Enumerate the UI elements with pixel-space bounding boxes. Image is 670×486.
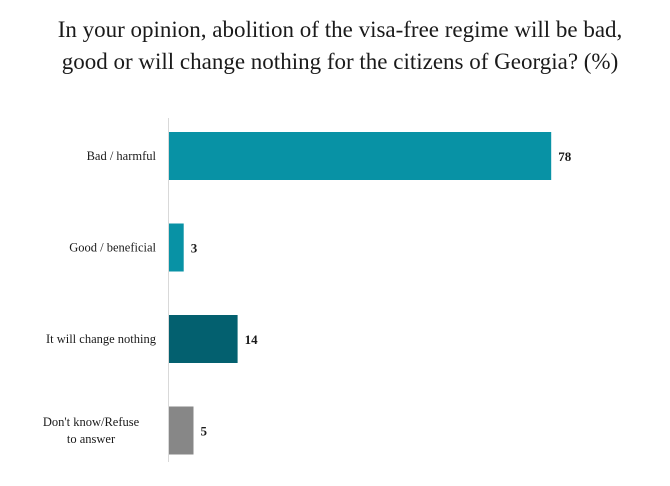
value-label-1: 78 xyxy=(558,149,572,164)
category-label-2: Good / beneficial xyxy=(69,241,156,255)
value-label-4: 5 xyxy=(201,424,208,439)
bar-4 xyxy=(169,406,194,455)
bar-2 xyxy=(169,223,184,272)
bar-1 xyxy=(169,132,552,180)
chart-title: In your opinion, abolition of the visa-f… xyxy=(57,17,623,74)
bar-3 xyxy=(169,315,238,363)
category-label-1: Bad / harmful xyxy=(87,149,157,163)
category-label-4: Don't know/Refuse to answer xyxy=(43,415,140,446)
value-label-3: 14 xyxy=(245,332,259,347)
category-label-3: It will change nothing xyxy=(46,332,157,346)
value-label-2: 3 xyxy=(191,241,198,256)
